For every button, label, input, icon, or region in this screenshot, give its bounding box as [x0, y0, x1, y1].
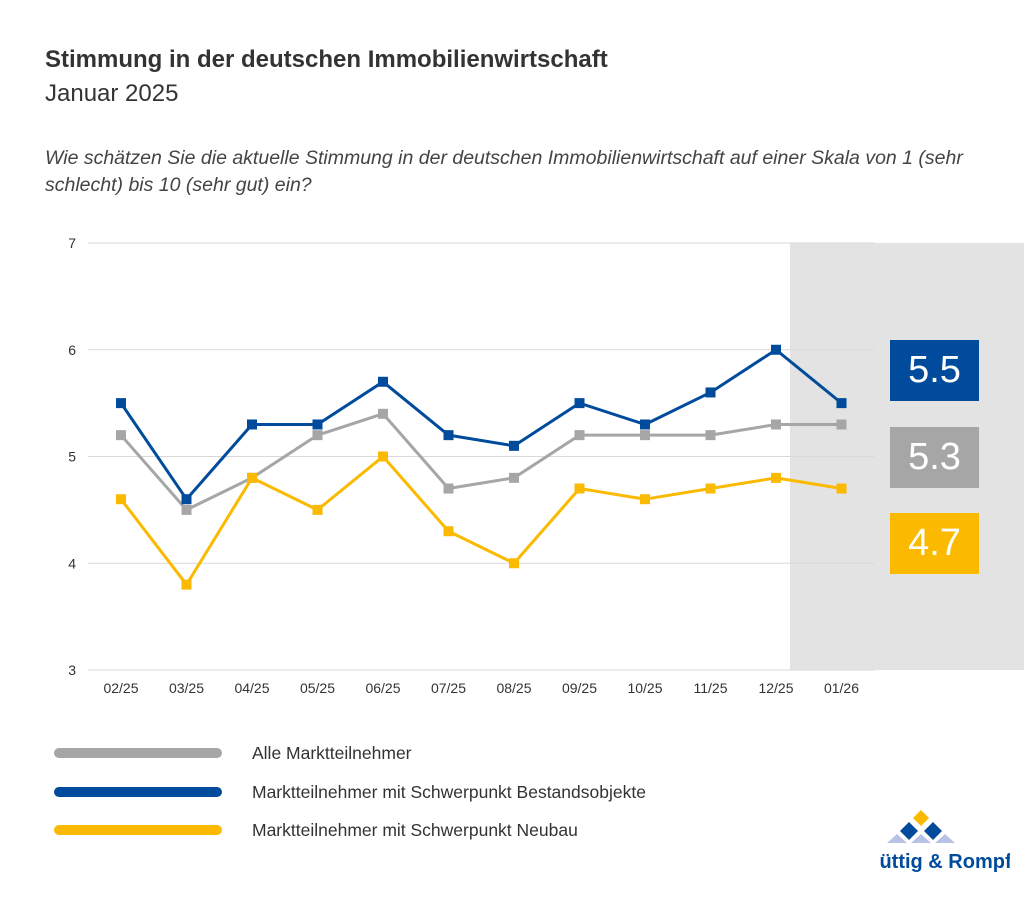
data-point [705, 483, 716, 494]
x-tick-label: 06/25 [365, 680, 400, 696]
data-point [116, 430, 126, 441]
data-point [116, 494, 126, 505]
data-point [836, 419, 847, 430]
x-tick-label: 04/25 [234, 680, 269, 696]
survey-question: Wie schätzen Sie die aktuelle Stimmung i… [45, 147, 963, 196]
legend-label: Marktteilnehmer mit Schwerpunkt Bestands… [252, 782, 646, 802]
data-point [836, 483, 847, 494]
data-point [509, 472, 519, 483]
y-tick-label: 4 [68, 555, 76, 571]
data-point [116, 398, 126, 409]
x-tick-label: 07/25 [431, 680, 466, 696]
series-line [119, 455, 842, 587]
y-tick-label: 7 [68, 235, 76, 251]
data-point [378, 376, 388, 387]
data-point [640, 419, 650, 430]
series-line [119, 412, 842, 512]
chart-subtitle: Januar 2025 [45, 80, 179, 107]
data-point [443, 526, 454, 537]
svg-text:Hüttig & Rompf: Hüttig & Rompf [880, 851, 1010, 873]
legend-swatch [54, 825, 222, 835]
data-point [771, 472, 781, 483]
data-point [181, 504, 192, 515]
data-point [640, 430, 650, 441]
legend-swatch [54, 787, 222, 797]
data-point [312, 504, 323, 515]
value-box-alle: 5.3 [890, 427, 979, 488]
data-point [247, 419, 257, 430]
x-tick-label: 03/25 [169, 680, 204, 696]
data-point [836, 398, 847, 409]
value-box-bestand: 5.5 [890, 340, 979, 401]
data-point [181, 494, 192, 505]
x-tick-label: 11/25 [694, 680, 728, 696]
data-point [312, 430, 323, 441]
y-tick-label: 6 [68, 342, 76, 358]
value-box-neubau: 4.7 [890, 513, 979, 574]
legend-label: Marktteilnehmer mit Schwerpunkt Neubau [252, 820, 578, 840]
company-logo: Hüttig & Rompf [880, 810, 1010, 873]
y-tick-label: 5 [68, 449, 76, 465]
data-point [574, 398, 585, 409]
data-point [443, 483, 454, 494]
data-point [705, 430, 716, 441]
data-point [509, 440, 519, 451]
data-point [247, 472, 257, 483]
data-point [443, 430, 454, 441]
y-tick-label: 3 [68, 662, 76, 678]
data-point [378, 408, 388, 419]
x-tick-label: 05/25 [300, 680, 335, 696]
data-point [771, 419, 781, 430]
series-line [119, 348, 843, 501]
x-tick-label: 12/25 [758, 680, 793, 696]
data-point [378, 451, 388, 462]
data-point [574, 430, 585, 441]
chart-title: Stimmung in der deutschen Immobilienwirt… [45, 46, 608, 73]
legend-swatch [54, 748, 222, 758]
data-point [312, 419, 323, 430]
x-tick-label: 10/25 [627, 680, 662, 696]
x-tick-label: 09/25 [562, 680, 597, 696]
data-point [771, 344, 781, 355]
x-tick-label: 08/25 [496, 680, 531, 696]
data-point [181, 579, 192, 590]
data-point [705, 387, 716, 398]
data-point [509, 558, 519, 569]
x-tick-label: 02/25 [103, 680, 138, 696]
x-tick-label: 01/26 [824, 680, 859, 696]
data-point [574, 483, 585, 494]
data-point [640, 494, 650, 505]
legend-label: Alle Marktteilnehmer [252, 743, 412, 763]
